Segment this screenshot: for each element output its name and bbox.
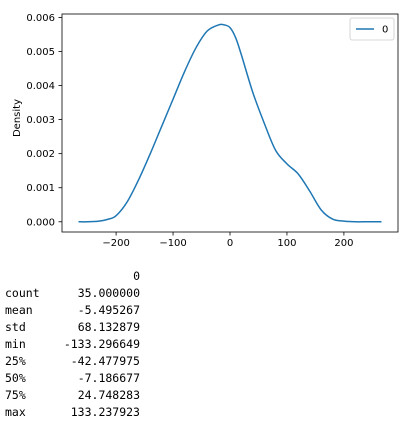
x-tick-label: 0 xyxy=(227,238,233,249)
stat-label-min: min xyxy=(5,337,26,351)
stat-label-50: 50% xyxy=(5,371,26,385)
axes-frame xyxy=(61,13,399,233)
stat-value-std: 68.132879 xyxy=(77,320,140,334)
x-tick-label: −200 xyxy=(102,238,129,249)
y-tick-label: 0.001 xyxy=(26,183,55,194)
legend: 0 xyxy=(349,17,395,41)
legend-label: 0 xyxy=(382,25,388,36)
header-blank xyxy=(5,268,60,285)
x-tick-label: −100 xyxy=(159,238,186,249)
y-tick-label: 0.003 xyxy=(26,115,55,126)
y-tick-label: 0.005 xyxy=(26,47,55,58)
table-row: max 133.237923 xyxy=(5,404,140,421)
x-tick-label: 100 xyxy=(277,238,296,249)
describe-table: 0 count 35.000000 mean -5.495267 std 68.… xyxy=(5,268,140,421)
stat-label-75: 75% xyxy=(5,388,26,402)
y-tick-label: 0.004 xyxy=(26,81,55,92)
table-header: 0 xyxy=(5,268,140,285)
y-tick-label: 0.002 xyxy=(26,149,55,160)
stat-label-mean: mean xyxy=(5,303,33,317)
y-tick-label: 0.006 xyxy=(26,13,55,24)
stat-label-25: 25% xyxy=(5,354,26,368)
stat-value-25: -42.477975 xyxy=(70,354,140,368)
table-row: 25% -42.477975 xyxy=(5,353,140,370)
table-row: std 68.132879 xyxy=(5,319,140,336)
stat-label-std: std xyxy=(5,320,26,334)
table-row: count 35.000000 xyxy=(5,285,140,302)
y-axis-label: Density xyxy=(12,99,23,137)
column-header: 0 xyxy=(133,269,140,283)
table-row: 75% 24.748283 xyxy=(5,387,140,404)
table-row: 50% -7.186677 xyxy=(5,370,140,387)
density-chart: −200 −100 0 100 200 0.000 0.001 0.002 0.003 0.004… xyxy=(12,13,399,249)
stat-value-50: -7.186677 xyxy=(77,371,140,385)
stat-value-min: -133.296649 xyxy=(63,337,140,351)
stat-value-count: 35.000000 xyxy=(77,286,140,300)
stat-value-75: 24.748283 xyxy=(77,388,140,402)
kde-line xyxy=(78,23,382,223)
plot-area: −200 −100 0 100 200 0.000 0.001 0.002 0.003 0.004… xyxy=(26,13,399,249)
table-row: min -133.296649 xyxy=(5,336,140,353)
y-tick-label: 0.000 xyxy=(26,217,55,228)
stat-label-count: count xyxy=(5,286,40,300)
table-row: mean -5.495267 xyxy=(5,302,140,319)
stat-label-max: max xyxy=(5,405,26,419)
stat-value-max: 133.237923 xyxy=(70,405,140,419)
x-tick-label: 200 xyxy=(334,238,353,249)
stat-value-mean: -5.495267 xyxy=(77,303,140,317)
